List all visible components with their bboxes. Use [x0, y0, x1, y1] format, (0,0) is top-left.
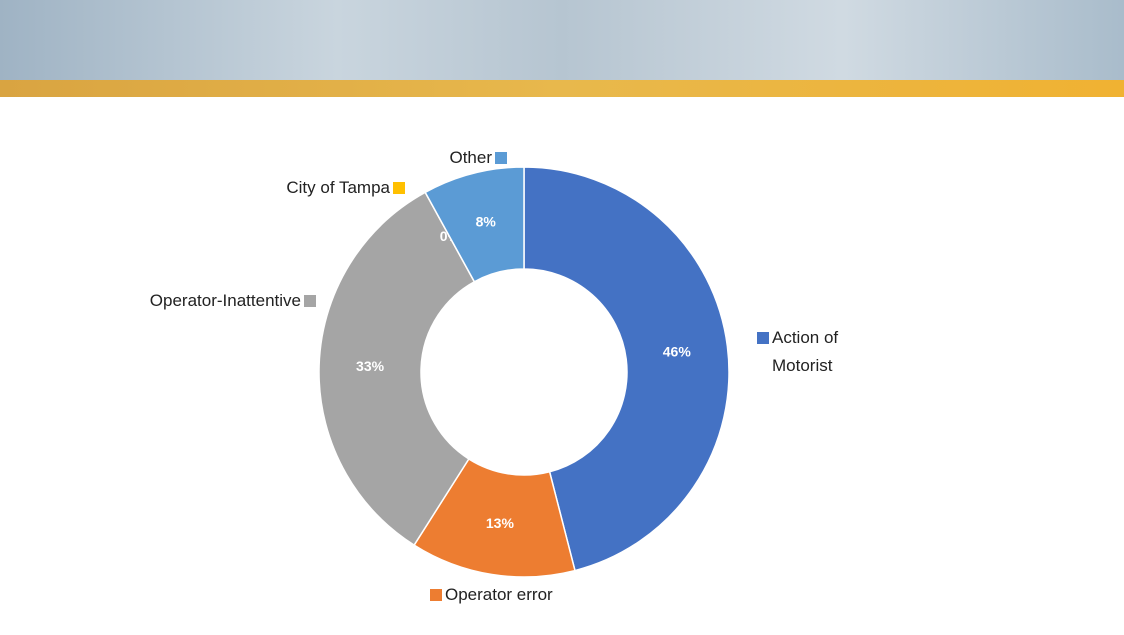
value-label: 46%	[663, 343, 692, 359]
donut: 46%13%33%0%8%	[318, 166, 730, 578]
banner	[0, 0, 1124, 86]
legend-label: City of Tampa	[286, 178, 390, 197]
value-label: 13%	[486, 515, 515, 531]
banner-strip	[0, 80, 1124, 97]
legend-label: Other	[449, 148, 492, 167]
legend-label: Operator-Inattentive	[149, 291, 301, 310]
legend-swatch	[393, 182, 405, 194]
legend-swatch	[757, 332, 769, 344]
slice	[318, 191, 476, 547]
slice-label: City of Tampa	[286, 174, 405, 202]
slice-label: Other	[449, 144, 507, 172]
legend-swatch	[430, 589, 442, 601]
slice	[424, 166, 525, 283]
legend-swatch	[304, 295, 316, 307]
slice	[523, 166, 730, 572]
slice-label: Operator error	[430, 581, 553, 609]
slice	[413, 457, 576, 578]
legend-label: Action of Motorist	[772, 328, 839, 375]
slice-label: Operator-Inattentive	[150, 287, 316, 315]
legend-label: Operator error	[445, 585, 553, 604]
legend-swatch	[495, 152, 507, 164]
slice-label: Action of Motorist	[757, 324, 872, 380]
value-label: 33%	[356, 358, 385, 374]
value-label: 8%	[476, 214, 497, 230]
